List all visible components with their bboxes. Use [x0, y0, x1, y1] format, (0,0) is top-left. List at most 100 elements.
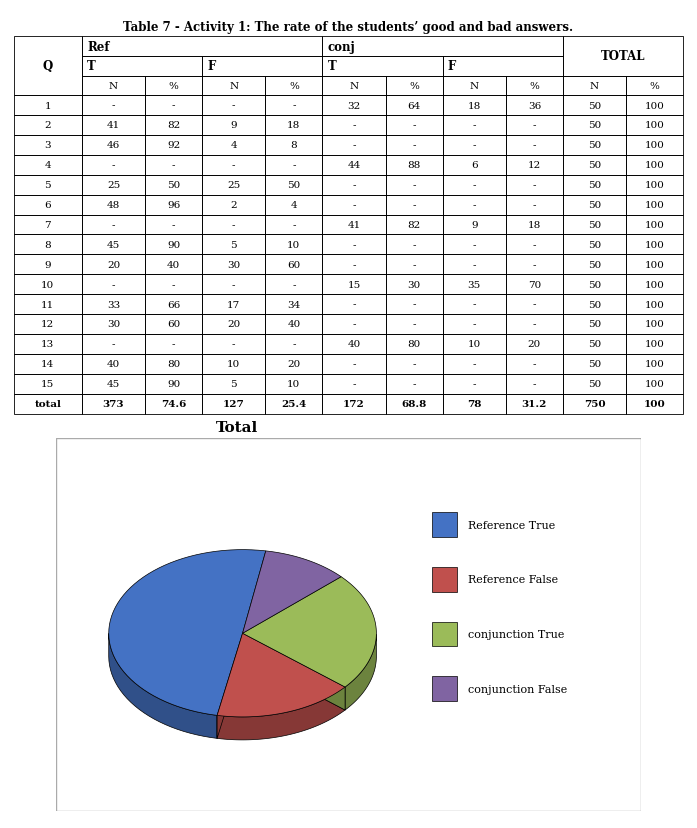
Text: 50: 50: [588, 221, 602, 229]
Bar: [82, 57, 202, 76]
Text: 96: 96: [167, 201, 181, 209]
Bar: [506, 96, 562, 116]
Bar: [322, 57, 443, 76]
Bar: [506, 394, 562, 414]
Text: total: total: [34, 400, 61, 408]
Text: -: -: [292, 221, 296, 229]
Bar: [266, 215, 322, 235]
Text: 25: 25: [107, 181, 120, 190]
Bar: [385, 215, 443, 235]
Bar: [14, 235, 82, 255]
Bar: [82, 275, 145, 295]
Bar: [14, 176, 82, 195]
Bar: [82, 195, 145, 215]
Text: -: -: [413, 320, 416, 329]
Text: %: %: [409, 82, 419, 91]
Bar: [385, 315, 443, 335]
Text: -: -: [232, 340, 236, 349]
Bar: [506, 176, 562, 195]
Text: -: -: [352, 320, 355, 329]
Text: 20: 20: [107, 261, 120, 269]
Text: -: -: [112, 340, 115, 349]
Bar: [562, 394, 627, 414]
Text: -: -: [413, 142, 416, 150]
Text: 100: 100: [645, 201, 665, 209]
Bar: [14, 295, 82, 315]
Bar: [322, 156, 385, 176]
Text: 100: 100: [645, 221, 665, 229]
Text: 64: 64: [408, 102, 421, 110]
Bar: [82, 176, 145, 195]
Text: 30: 30: [408, 281, 421, 289]
Bar: [145, 215, 202, 235]
Text: 5: 5: [231, 241, 237, 249]
Bar: [14, 215, 82, 235]
Text: -: -: [533, 301, 536, 309]
Text: 90: 90: [167, 241, 181, 249]
Text: -: -: [352, 380, 355, 388]
Bar: [506, 76, 562, 96]
Bar: [82, 136, 145, 156]
Bar: [202, 394, 266, 414]
Text: 100: 100: [645, 181, 665, 190]
Text: -: -: [473, 201, 476, 209]
Bar: [562, 215, 627, 235]
Text: %: %: [530, 82, 539, 91]
Bar: [202, 374, 266, 394]
Text: 8: 8: [45, 241, 51, 249]
Bar: [506, 136, 562, 156]
Bar: [627, 335, 683, 354]
Text: 48: 48: [107, 201, 120, 209]
Bar: [322, 76, 385, 96]
Bar: [14, 275, 82, 295]
Bar: [627, 96, 683, 116]
Bar: [443, 76, 506, 96]
Bar: [14, 354, 82, 374]
Text: 41: 41: [347, 221, 360, 229]
Bar: [266, 235, 322, 255]
Bar: [202, 195, 266, 215]
Text: 82: 82: [167, 122, 181, 130]
Bar: [202, 176, 266, 195]
Bar: [443, 235, 506, 255]
Bar: [82, 156, 145, 176]
Bar: [443, 215, 506, 235]
Bar: [145, 335, 202, 354]
Bar: [627, 315, 683, 335]
Bar: [562, 315, 627, 335]
Bar: [385, 255, 443, 275]
Text: -: -: [232, 102, 236, 110]
Bar: [506, 255, 562, 275]
Bar: [266, 374, 322, 394]
Text: -: -: [533, 261, 536, 269]
Bar: [385, 76, 443, 96]
Text: 100: 100: [644, 400, 666, 408]
Bar: [562, 156, 627, 176]
Bar: [266, 76, 322, 96]
Text: -: -: [112, 102, 115, 110]
Text: -: -: [473, 142, 476, 150]
Text: -: -: [112, 281, 115, 289]
Text: 100: 100: [645, 241, 665, 249]
Bar: [385, 275, 443, 295]
Bar: [266, 116, 322, 136]
Text: 82: 82: [408, 221, 421, 229]
Text: 66: 66: [167, 301, 181, 309]
Text: -: -: [413, 380, 416, 388]
Text: 50: 50: [588, 261, 602, 269]
Bar: [385, 374, 443, 394]
Text: N: N: [349, 82, 358, 91]
Bar: [627, 374, 683, 394]
Text: 50: 50: [588, 181, 602, 190]
Text: 70: 70: [528, 281, 541, 289]
Bar: [322, 315, 385, 335]
Text: -: -: [473, 301, 476, 309]
Text: -: -: [473, 320, 476, 329]
Text: Reference True: Reference True: [468, 520, 555, 530]
Bar: [82, 374, 145, 394]
Bar: [443, 275, 506, 295]
Text: 50: 50: [167, 181, 181, 190]
Bar: [266, 315, 322, 335]
Bar: [266, 176, 322, 195]
Bar: [14, 156, 82, 176]
